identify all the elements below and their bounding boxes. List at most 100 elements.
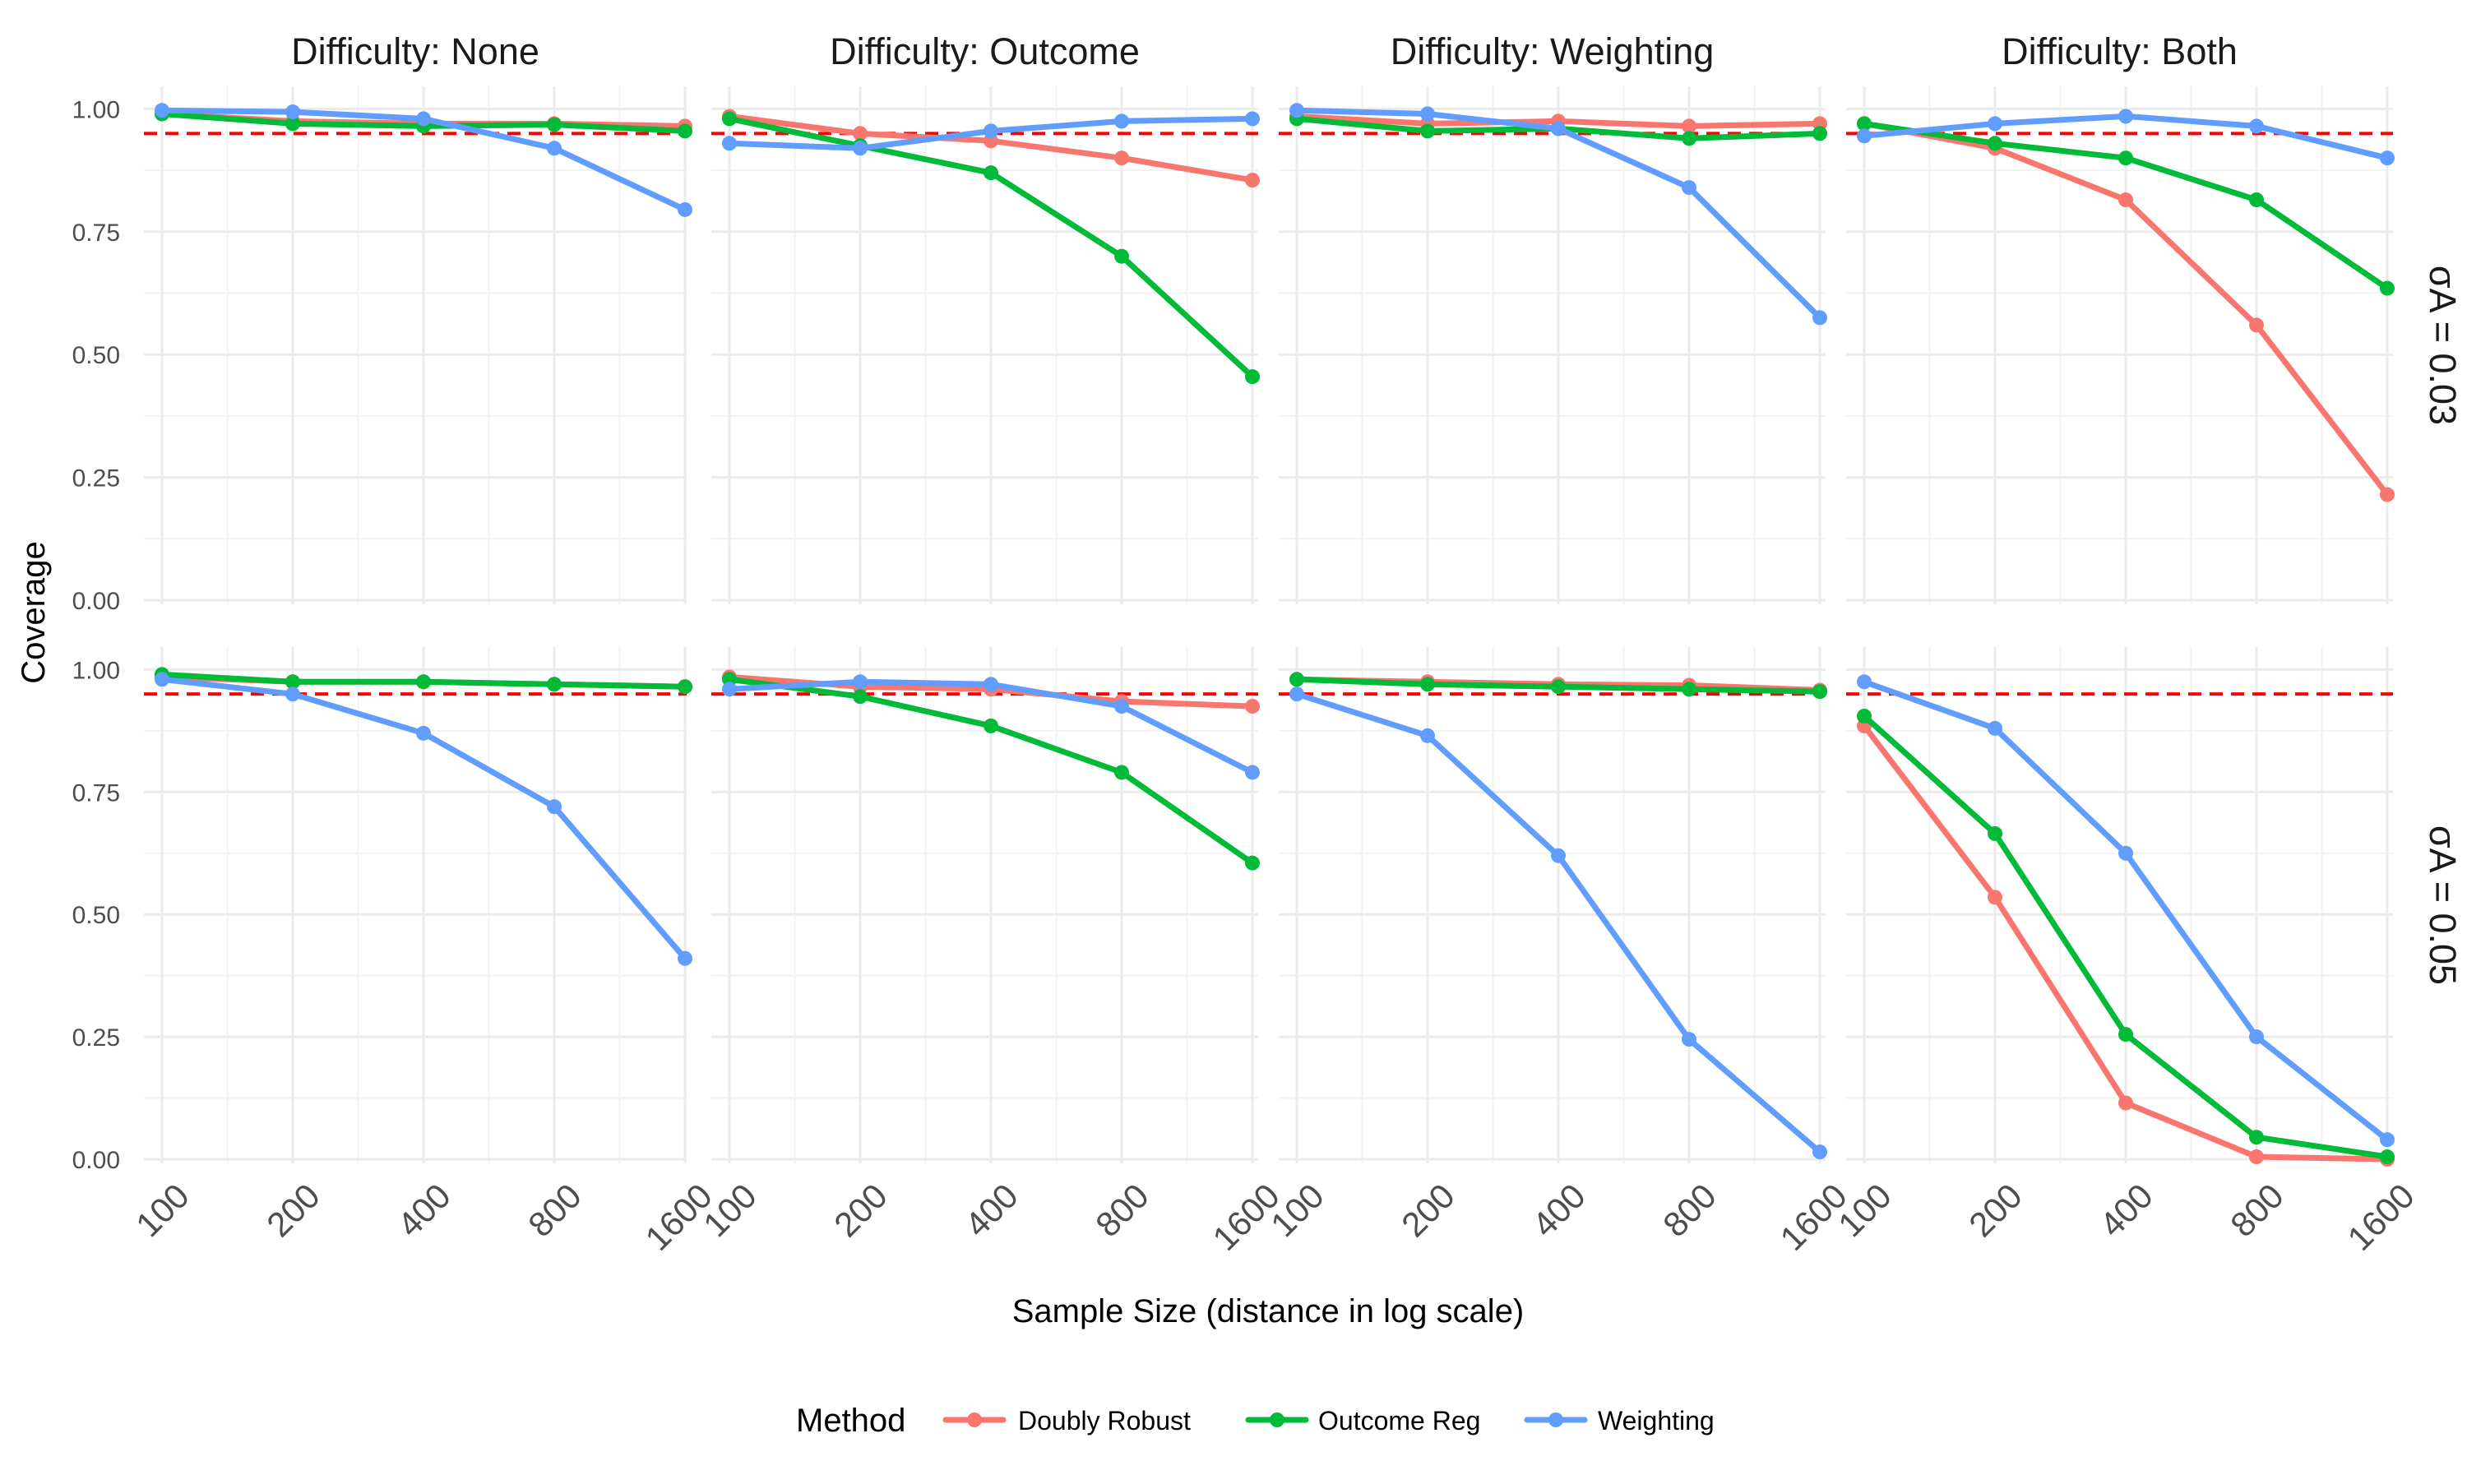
data-point-doubly-robust — [2118, 192, 2133, 208]
data-point-outcome-reg — [1682, 682, 1696, 697]
data-point-weighting — [853, 141, 868, 156]
y-tick-label: 0.75 — [72, 220, 120, 247]
y-axis-label: Coverage — [16, 541, 52, 683]
data-point-weighting — [1420, 728, 1435, 743]
x-tick-label: 100 — [128, 1177, 197, 1245]
x-tick-label: 800 — [1655, 1177, 1724, 1245]
legend-title: Method — [796, 1403, 905, 1439]
data-point-doubly-robust — [1682, 118, 1696, 134]
data-point-weighting — [155, 672, 169, 687]
data-point-outcome-reg — [1245, 369, 1260, 385]
data-point-outcome-reg — [547, 677, 562, 692]
y-tick-label: 0.00 — [72, 588, 120, 615]
data-point-weighting — [1551, 121, 1566, 136]
x-tick-label: 400 — [957, 1177, 1025, 1245]
data-point-outcome-reg — [1114, 765, 1129, 780]
data-point-weighting — [547, 799, 562, 815]
x-tick-label: 100 — [1831, 1177, 1899, 1245]
data-point-doubly-robust — [2118, 1095, 2133, 1111]
data-point-outcome-reg — [2249, 192, 2264, 208]
data-point-weighting — [416, 725, 431, 741]
data-point-doubly-robust — [853, 126, 868, 141]
facet-row-label: σA = 0.05 — [2422, 825, 2464, 985]
data-point-outcome-reg — [853, 689, 868, 705]
data-point-weighting — [416, 111, 431, 127]
y-tick-label: 0.50 — [72, 342, 120, 369]
legend-key-point-weighting — [1548, 1412, 1563, 1427]
data-point-weighting — [1857, 128, 1872, 144]
data-point-outcome-reg — [1812, 126, 1827, 141]
data-point-weighting — [984, 677, 998, 692]
data-point-weighting — [853, 674, 868, 690]
data-point-outcome-reg — [1420, 677, 1435, 692]
data-point-weighting — [155, 103, 169, 118]
x-tick-label: 800 — [1088, 1177, 1156, 1245]
legend-label-doubly-robust: Doubly Robust — [1018, 1406, 1191, 1435]
data-point-weighting — [678, 950, 692, 966]
data-point-weighting — [547, 141, 562, 156]
data-point-weighting — [1812, 310, 1827, 326]
x-tick-label: 200 — [826, 1177, 895, 1245]
data-point-outcome-reg — [285, 116, 300, 132]
x-tick-label: 400 — [2092, 1177, 2160, 1245]
data-point-outcome-reg — [1988, 136, 2002, 151]
facet-row-label: σA = 0.03 — [2422, 266, 2464, 425]
data-point-weighting — [1114, 113, 1129, 129]
data-point-weighting — [1551, 848, 1566, 863]
data-point-doubly-robust — [1245, 173, 1260, 188]
data-point-outcome-reg — [678, 123, 692, 139]
data-point-weighting — [285, 104, 300, 120]
data-point-doubly-robust — [1245, 699, 1260, 714]
data-point-outcome-reg — [1245, 855, 1260, 871]
legend-label-outcome-reg: Outcome Reg — [1318, 1406, 1480, 1435]
data-point-outcome-reg — [285, 674, 300, 690]
data-point-outcome-reg — [1988, 825, 2002, 841]
data-point-weighting — [2118, 845, 2133, 861]
x-tick-label: 800 — [2223, 1177, 2291, 1245]
data-point-outcome-reg — [547, 117, 562, 132]
data-point-weighting — [1682, 1032, 1696, 1047]
x-tick-label: 200 — [259, 1177, 327, 1245]
x-tick-label: 100 — [1263, 1177, 1331, 1245]
x-tick-label: 400 — [390, 1177, 458, 1245]
data-point-weighting — [1420, 106, 1435, 122]
x-axis-label: Sample Size (distance in log scale) — [1012, 1293, 1525, 1329]
data-point-weighting — [678, 201, 692, 217]
data-point-outcome-reg — [416, 674, 431, 690]
data-point-outcome-reg — [2380, 1149, 2395, 1165]
data-point-outcome-reg — [2118, 150, 2133, 166]
data-point-weighting — [1857, 674, 1872, 690]
data-point-doubly-robust — [1988, 890, 2002, 905]
data-point-weighting — [1245, 765, 1260, 780]
facet-column-label: Difficulty: Outcome — [830, 30, 1140, 72]
data-point-outcome-reg — [1857, 708, 1872, 724]
legend-key-point-outcome-reg — [1270, 1412, 1284, 1427]
y-tick-label: 0.75 — [72, 779, 120, 807]
legend-key-point-doubly-robust — [967, 1412, 982, 1427]
data-point-outcome-reg — [984, 165, 998, 181]
facet-column-label: Difficulty: Both — [2002, 30, 2238, 72]
data-point-outcome-reg — [2249, 1130, 2264, 1145]
data-point-weighting — [1682, 180, 1696, 196]
data-point-outcome-reg — [1551, 679, 1566, 695]
data-point-weighting — [1114, 699, 1129, 714]
data-point-outcome-reg — [1682, 131, 1696, 146]
data-point-outcome-reg — [2118, 1027, 2133, 1042]
legend-label-weighting: Weighting — [1598, 1406, 1715, 1435]
data-point-weighting — [1245, 111, 1260, 127]
data-point-weighting — [722, 136, 737, 151]
data-point-doubly-robust — [1114, 150, 1129, 166]
data-point-weighting — [2249, 1029, 2264, 1045]
facet-column-label: Difficulty: None — [291, 30, 539, 72]
data-point-doubly-robust — [2249, 317, 2264, 333]
y-tick-label: 1.00 — [72, 657, 120, 684]
data-point-outcome-reg — [1812, 684, 1827, 700]
data-point-weighting — [1289, 687, 1304, 702]
data-point-outcome-reg — [1289, 672, 1304, 687]
y-tick-label: 0.50 — [72, 902, 120, 929]
data-point-outcome-reg — [722, 111, 737, 127]
y-tick-label: 0.00 — [72, 1147, 120, 1174]
data-point-weighting — [2380, 150, 2395, 166]
data-point-outcome-reg — [678, 679, 692, 695]
